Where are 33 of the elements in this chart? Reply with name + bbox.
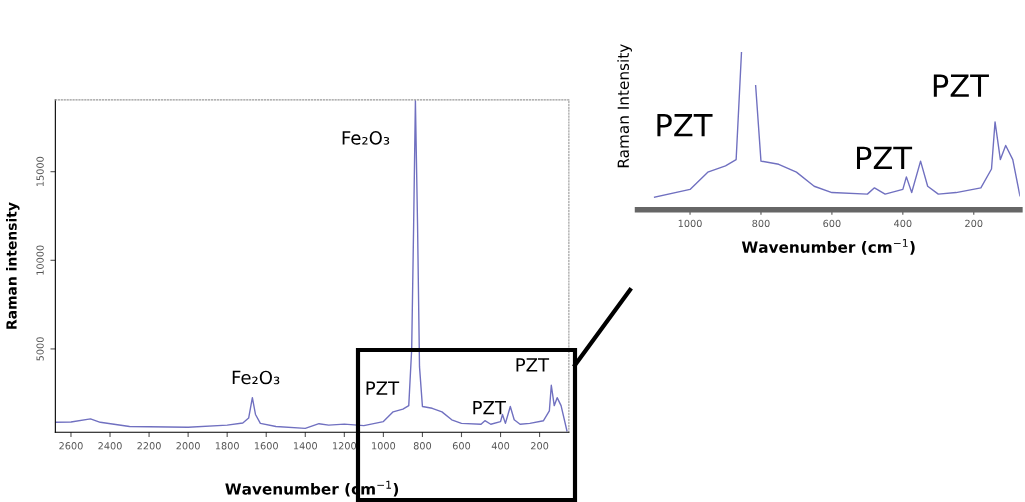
x-tick-label: 600	[452, 442, 471, 450]
line-series	[55, 100, 568, 432]
x-tick-label: 400	[894, 219, 912, 228]
annotation: Fe₂O₃	[342, 131, 390, 145]
x-tick-label: 2400	[98, 442, 122, 450]
x-tick-label: 400	[491, 442, 510, 450]
x-tick-label: 1000	[372, 442, 396, 450]
annotation: PZT	[856, 146, 913, 169]
x-tick-label: 2000	[176, 442, 200, 450]
annotation: PZT	[366, 381, 400, 395]
y-axis-title: Raman Intensity	[617, 44, 632, 168]
x-tick-label: 200	[531, 442, 549, 450]
y-tick-label: 15000	[36, 156, 44, 187]
x-tick-label: 1600	[254, 442, 278, 450]
annotation: PZT	[516, 358, 550, 372]
x-tick-label: 600	[823, 219, 841, 228]
annotation: Fe₂O₃	[232, 370, 280, 385]
x-tick-label: 1000	[678, 219, 702, 228]
annotation: PZT	[657, 114, 713, 137]
y-tick-label: 10000	[36, 245, 44, 275]
x-tick-label: 1800	[215, 442, 239, 450]
x-tick-label: 2600	[59, 442, 83, 450]
x-tick-label: 800	[413, 442, 432, 450]
x-tick-label: 1200	[333, 442, 357, 450]
x-tick-label: 2200	[137, 442, 161, 450]
x-tick-label: 200	[965, 219, 983, 228]
x-tick-label: 1400	[293, 442, 317, 450]
annotation: PZT	[933, 74, 989, 97]
x-axis-title: Wavenumber (cm$^{−1}$)	[741, 239, 915, 255]
x-tick-label: 800	[752, 219, 770, 228]
y-tick-label: 5000	[36, 337, 44, 361]
y-axis-title: Raman intensity	[6, 202, 20, 329]
annotation: PZT	[473, 401, 506, 415]
